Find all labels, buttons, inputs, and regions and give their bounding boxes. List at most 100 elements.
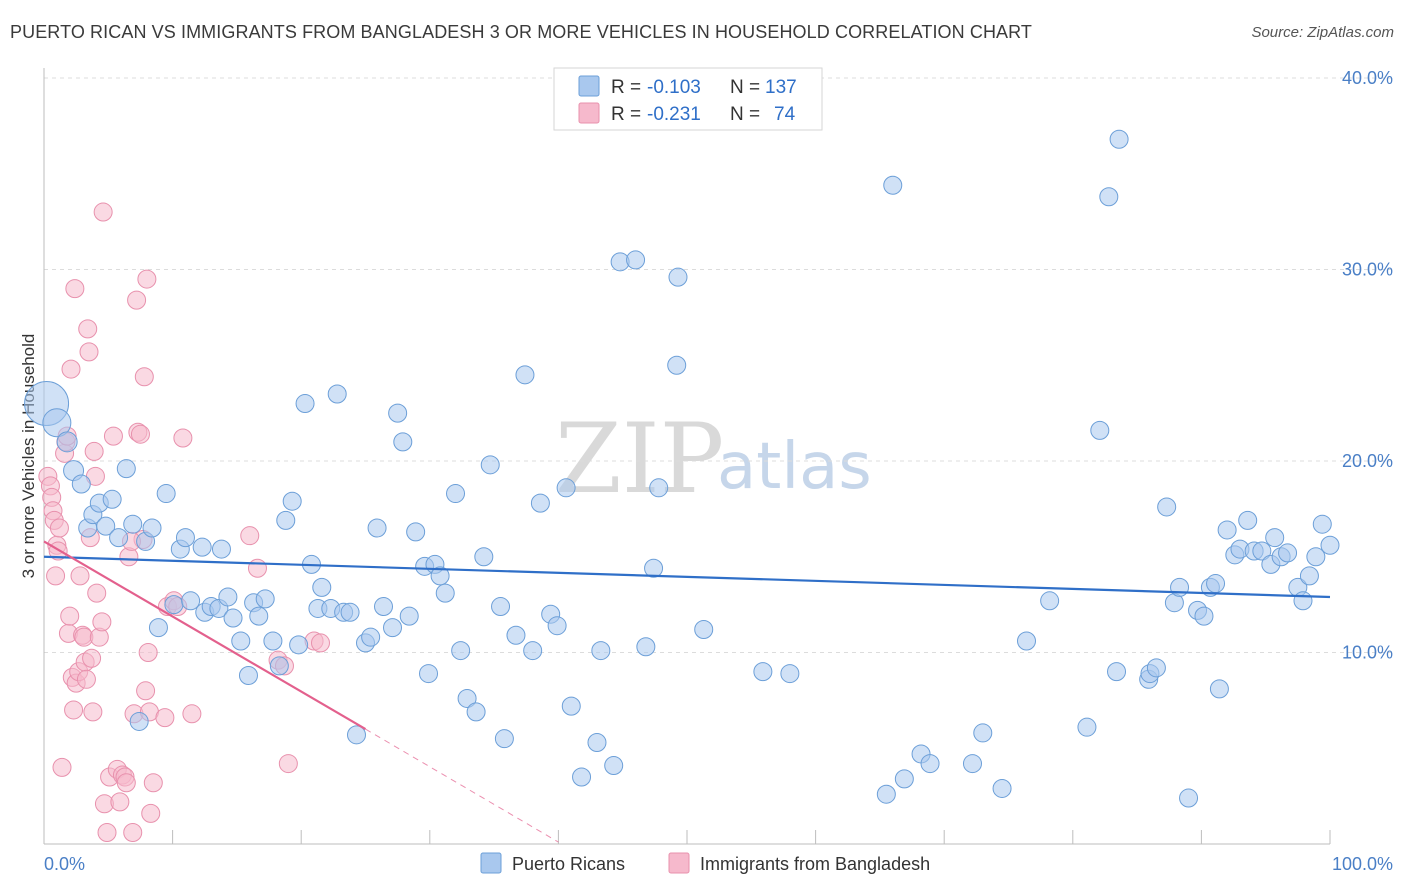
point-puerto-ricans bbox=[668, 267, 688, 287]
y-axis-label: 3 or more Vehicles in Household bbox=[19, 334, 38, 579]
point-puerto-ricans bbox=[894, 769, 914, 789]
point-puerto-ricans bbox=[962, 754, 982, 774]
point-puerto-ricans bbox=[116, 459, 136, 479]
point-puerto-ricans bbox=[474, 547, 494, 567]
legend-n-label: N = bbox=[730, 104, 760, 125]
point-bangladesh bbox=[182, 704, 202, 724]
point-puerto-ricans bbox=[876, 784, 896, 804]
point-puerto-ricans bbox=[327, 384, 347, 404]
point-puerto-ricans bbox=[1299, 566, 1319, 586]
legend-swatch-bangladesh bbox=[668, 852, 690, 874]
point-bangladesh bbox=[138, 643, 158, 662]
point-puerto-ricans bbox=[393, 432, 413, 452]
point-puerto-ricans bbox=[591, 641, 611, 661]
point-puerto-ricans bbox=[109, 528, 129, 548]
legend-n-value: 137 bbox=[765, 77, 797, 98]
point-puerto-ricans bbox=[572, 767, 592, 787]
point-puerto-ricans bbox=[494, 729, 514, 749]
grid bbox=[44, 77, 1393, 653]
y-tick-label: 40.0% bbox=[1342, 68, 1393, 88]
point-puerto-ricans bbox=[383, 618, 403, 638]
point-puerto-ricans bbox=[1090, 420, 1110, 440]
point-puerto-ricans bbox=[883, 175, 903, 195]
point-puerto-ricans bbox=[1040, 591, 1060, 611]
point-puerto-ricans bbox=[175, 528, 195, 548]
series-legend: Puerto Ricans Immigrants from Bangladesh bbox=[480, 852, 930, 874]
point-puerto-ricans bbox=[374, 597, 394, 617]
point-puerto-ricans bbox=[1312, 514, 1332, 534]
point-bangladesh bbox=[60, 606, 80, 626]
point-puerto-ricans bbox=[780, 664, 800, 684]
point-bangladesh bbox=[46, 566, 66, 586]
legend-r-value: -0.231 bbox=[647, 104, 701, 125]
point-bangladesh bbox=[92, 612, 112, 632]
point-puerto-ricans bbox=[1109, 129, 1129, 149]
point-bangladesh bbox=[52, 757, 72, 777]
point-puerto-ricans bbox=[1170, 577, 1190, 597]
watermark-atlas: atlas bbox=[717, 430, 872, 504]
point-puerto-ricans bbox=[1099, 187, 1119, 207]
point-puerto-ricans bbox=[211, 539, 231, 559]
point-puerto-ricans bbox=[435, 583, 455, 603]
point-puerto-ricans bbox=[56, 431, 78, 453]
point-puerto-ricans bbox=[1320, 535, 1340, 555]
point-puerto-ricans bbox=[406, 522, 426, 542]
trend-line-bangladesh bbox=[43, 540, 367, 731]
point-bangladesh bbox=[103, 426, 123, 446]
point-puerto-ricans bbox=[312, 577, 332, 597]
point-bangladesh bbox=[141, 803, 161, 823]
point-puerto-ricans bbox=[218, 587, 238, 607]
point-puerto-ricans bbox=[42, 408, 72, 438]
point-puerto-ricans bbox=[238, 665, 258, 685]
point-bangladesh bbox=[155, 708, 175, 728]
point-bangladesh bbox=[65, 279, 85, 299]
point-puerto-ricans bbox=[340, 602, 360, 622]
point-puerto-ricans bbox=[992, 778, 1012, 798]
point-puerto-ricans bbox=[1217, 520, 1237, 540]
point-puerto-ricans bbox=[649, 478, 669, 498]
point-puerto-ricans bbox=[1265, 528, 1285, 548]
point-puerto-ricans bbox=[430, 566, 450, 586]
point-bangladesh bbox=[134, 367, 154, 387]
trend-line-puerto-ricans bbox=[43, 555, 1331, 599]
point-puerto-ricans bbox=[667, 355, 687, 375]
point-puerto-ricans bbox=[973, 723, 993, 743]
point-puerto-ricans bbox=[604, 755, 624, 775]
y-tick-label: 30.0% bbox=[1342, 260, 1393, 280]
x-tick-label-max: 100.0% bbox=[1332, 854, 1393, 874]
point-puerto-ricans bbox=[148, 618, 168, 638]
x-tick-marks bbox=[43, 830, 1331, 844]
point-puerto-ricans bbox=[289, 635, 309, 655]
point-bangladesh bbox=[278, 754, 298, 774]
legend-swatch-puerto-ricans bbox=[480, 852, 502, 874]
point-puerto-ricans bbox=[346, 725, 366, 745]
point-bangladesh bbox=[247, 558, 267, 578]
point-puerto-ricans bbox=[102, 489, 122, 509]
point-puerto-ricans bbox=[1107, 662, 1127, 682]
point-puerto-ricans bbox=[694, 620, 714, 640]
point-puerto-ricans bbox=[1179, 788, 1199, 808]
point-puerto-ricans bbox=[96, 516, 116, 536]
point-bangladesh bbox=[87, 583, 107, 603]
legend-label-bangladesh: Immigrants from Bangladesh bbox=[700, 854, 930, 874]
point-bangladesh bbox=[130, 424, 150, 444]
point-bangladesh bbox=[83, 702, 103, 722]
point-puerto-ricans bbox=[192, 537, 212, 557]
point-puerto-ricans bbox=[556, 478, 576, 498]
point-puerto-ricans bbox=[295, 394, 315, 414]
point-bangladesh bbox=[136, 681, 156, 701]
point-puerto-ricans bbox=[123, 514, 143, 534]
point-puerto-ricans bbox=[164, 595, 184, 615]
point-puerto-ricans bbox=[1252, 541, 1272, 561]
watermark-zip: ZIP bbox=[555, 403, 724, 515]
point-puerto-ricans bbox=[255, 589, 275, 609]
point-bangladesh bbox=[64, 700, 84, 720]
chart-title: PUERTO RICAN VS IMMIGRANTS FROM BANGLADE… bbox=[10, 22, 1033, 42]
y-tick-label: 10.0% bbox=[1342, 643, 1393, 663]
point-bangladesh bbox=[49, 518, 69, 538]
legend-swatch-blue bbox=[578, 75, 600, 97]
point-puerto-ricans bbox=[388, 403, 408, 423]
point-puerto-ricans bbox=[71, 474, 91, 494]
point-puerto-ricans bbox=[446, 484, 466, 504]
